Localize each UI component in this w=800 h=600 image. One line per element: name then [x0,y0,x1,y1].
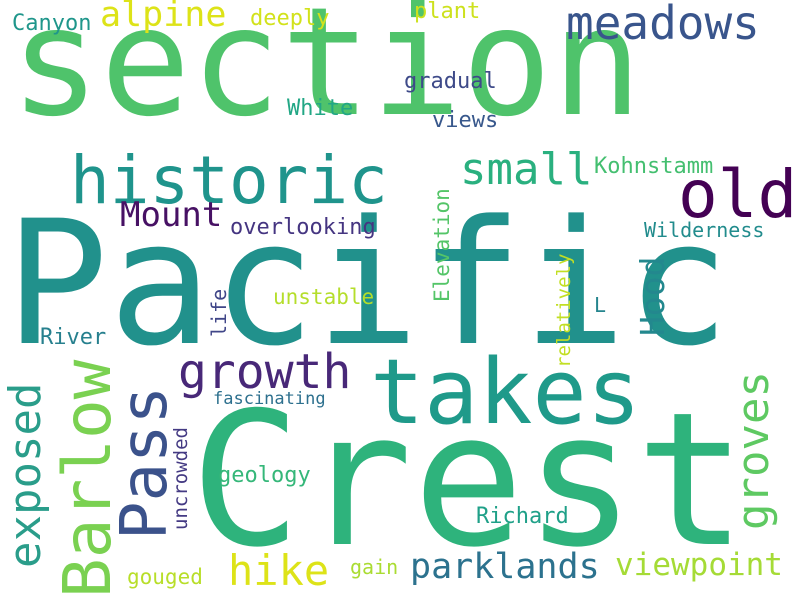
word-overlooking: overlooking [230,215,376,240]
word-hood: Hood [633,256,672,336]
word-river: River [40,325,107,350]
word-life: life [207,288,231,337]
word-growth: growth [178,344,352,400]
word-plant: plant [414,0,481,24]
word-mount: Mount [120,195,223,235]
word-old: old [678,156,798,233]
word-geology: geology [218,463,311,488]
word-l: L [594,293,607,317]
word-wilderness: Wilderness [644,218,765,242]
word-unstable: unstable [273,285,375,309]
word-parklands: parklands [410,547,600,587]
word-pass: Pass [108,385,182,540]
word-canyon: Canyon [12,11,92,36]
word-crest: Crest [190,372,747,588]
word-pacific: Pacific [5,183,730,384]
word-groves: groves [728,371,779,530]
word-historic: historic [70,142,388,219]
word-exposed: exposed [0,382,51,568]
word-white: White [287,96,354,121]
word-hike: hike [228,546,330,595]
word-alpine: alpine [100,0,227,35]
word-relatively: relatively [553,253,575,368]
word-small: small [460,144,593,195]
word-takes: takes [370,340,641,445]
word-meadows: meadows [566,0,760,50]
word-elevation: Elevation [430,188,454,302]
word-gouged: gouged [127,565,203,589]
word-deeply: deeply [250,6,330,31]
word-gain: gain [350,555,399,579]
word-richard: Richard [476,504,569,529]
word-kohnstamm: Kohnstamm [594,154,714,179]
word-viewpoint: viewpoint [615,547,783,583]
word-views: views [432,108,499,133]
word-section: section [10,0,643,150]
word-fascinating: fascinating [213,389,326,409]
word-gradual: gradual [404,69,497,94]
word-uncrowded: uncrowded [170,427,192,530]
